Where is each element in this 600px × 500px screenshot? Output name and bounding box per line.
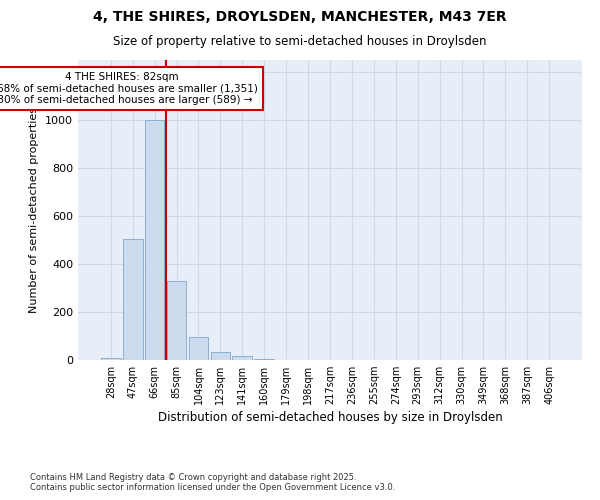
Bar [145,120,164,360]
Text: 4, THE SHIRES, DROYLSDEN, MANCHESTER, M43 7ER: 4, THE SHIRES, DROYLSDEN, MANCHESTER, M4… [93,10,507,24]
Bar [254,359,274,360]
Bar [232,356,252,360]
Y-axis label: Number of semi-detached properties: Number of semi-detached properties [29,107,40,313]
Bar [188,337,208,360]
Text: 4 THE SHIRES: 82sqm
← 68% of semi-detached houses are smaller (1,351)
  30% of s: 4 THE SHIRES: 82sqm ← 68% of semi-detach… [0,72,258,105]
Bar [211,352,230,360]
Bar [167,281,187,360]
Text: Size of property relative to semi-detached houses in Droylsden: Size of property relative to semi-detach… [113,35,487,48]
Bar [123,239,143,360]
Bar [101,358,121,360]
X-axis label: Distribution of semi-detached houses by size in Droylsden: Distribution of semi-detached houses by … [158,412,502,424]
Text: Contains HM Land Registry data © Crown copyright and database right 2025.
Contai: Contains HM Land Registry data © Crown c… [30,473,395,492]
